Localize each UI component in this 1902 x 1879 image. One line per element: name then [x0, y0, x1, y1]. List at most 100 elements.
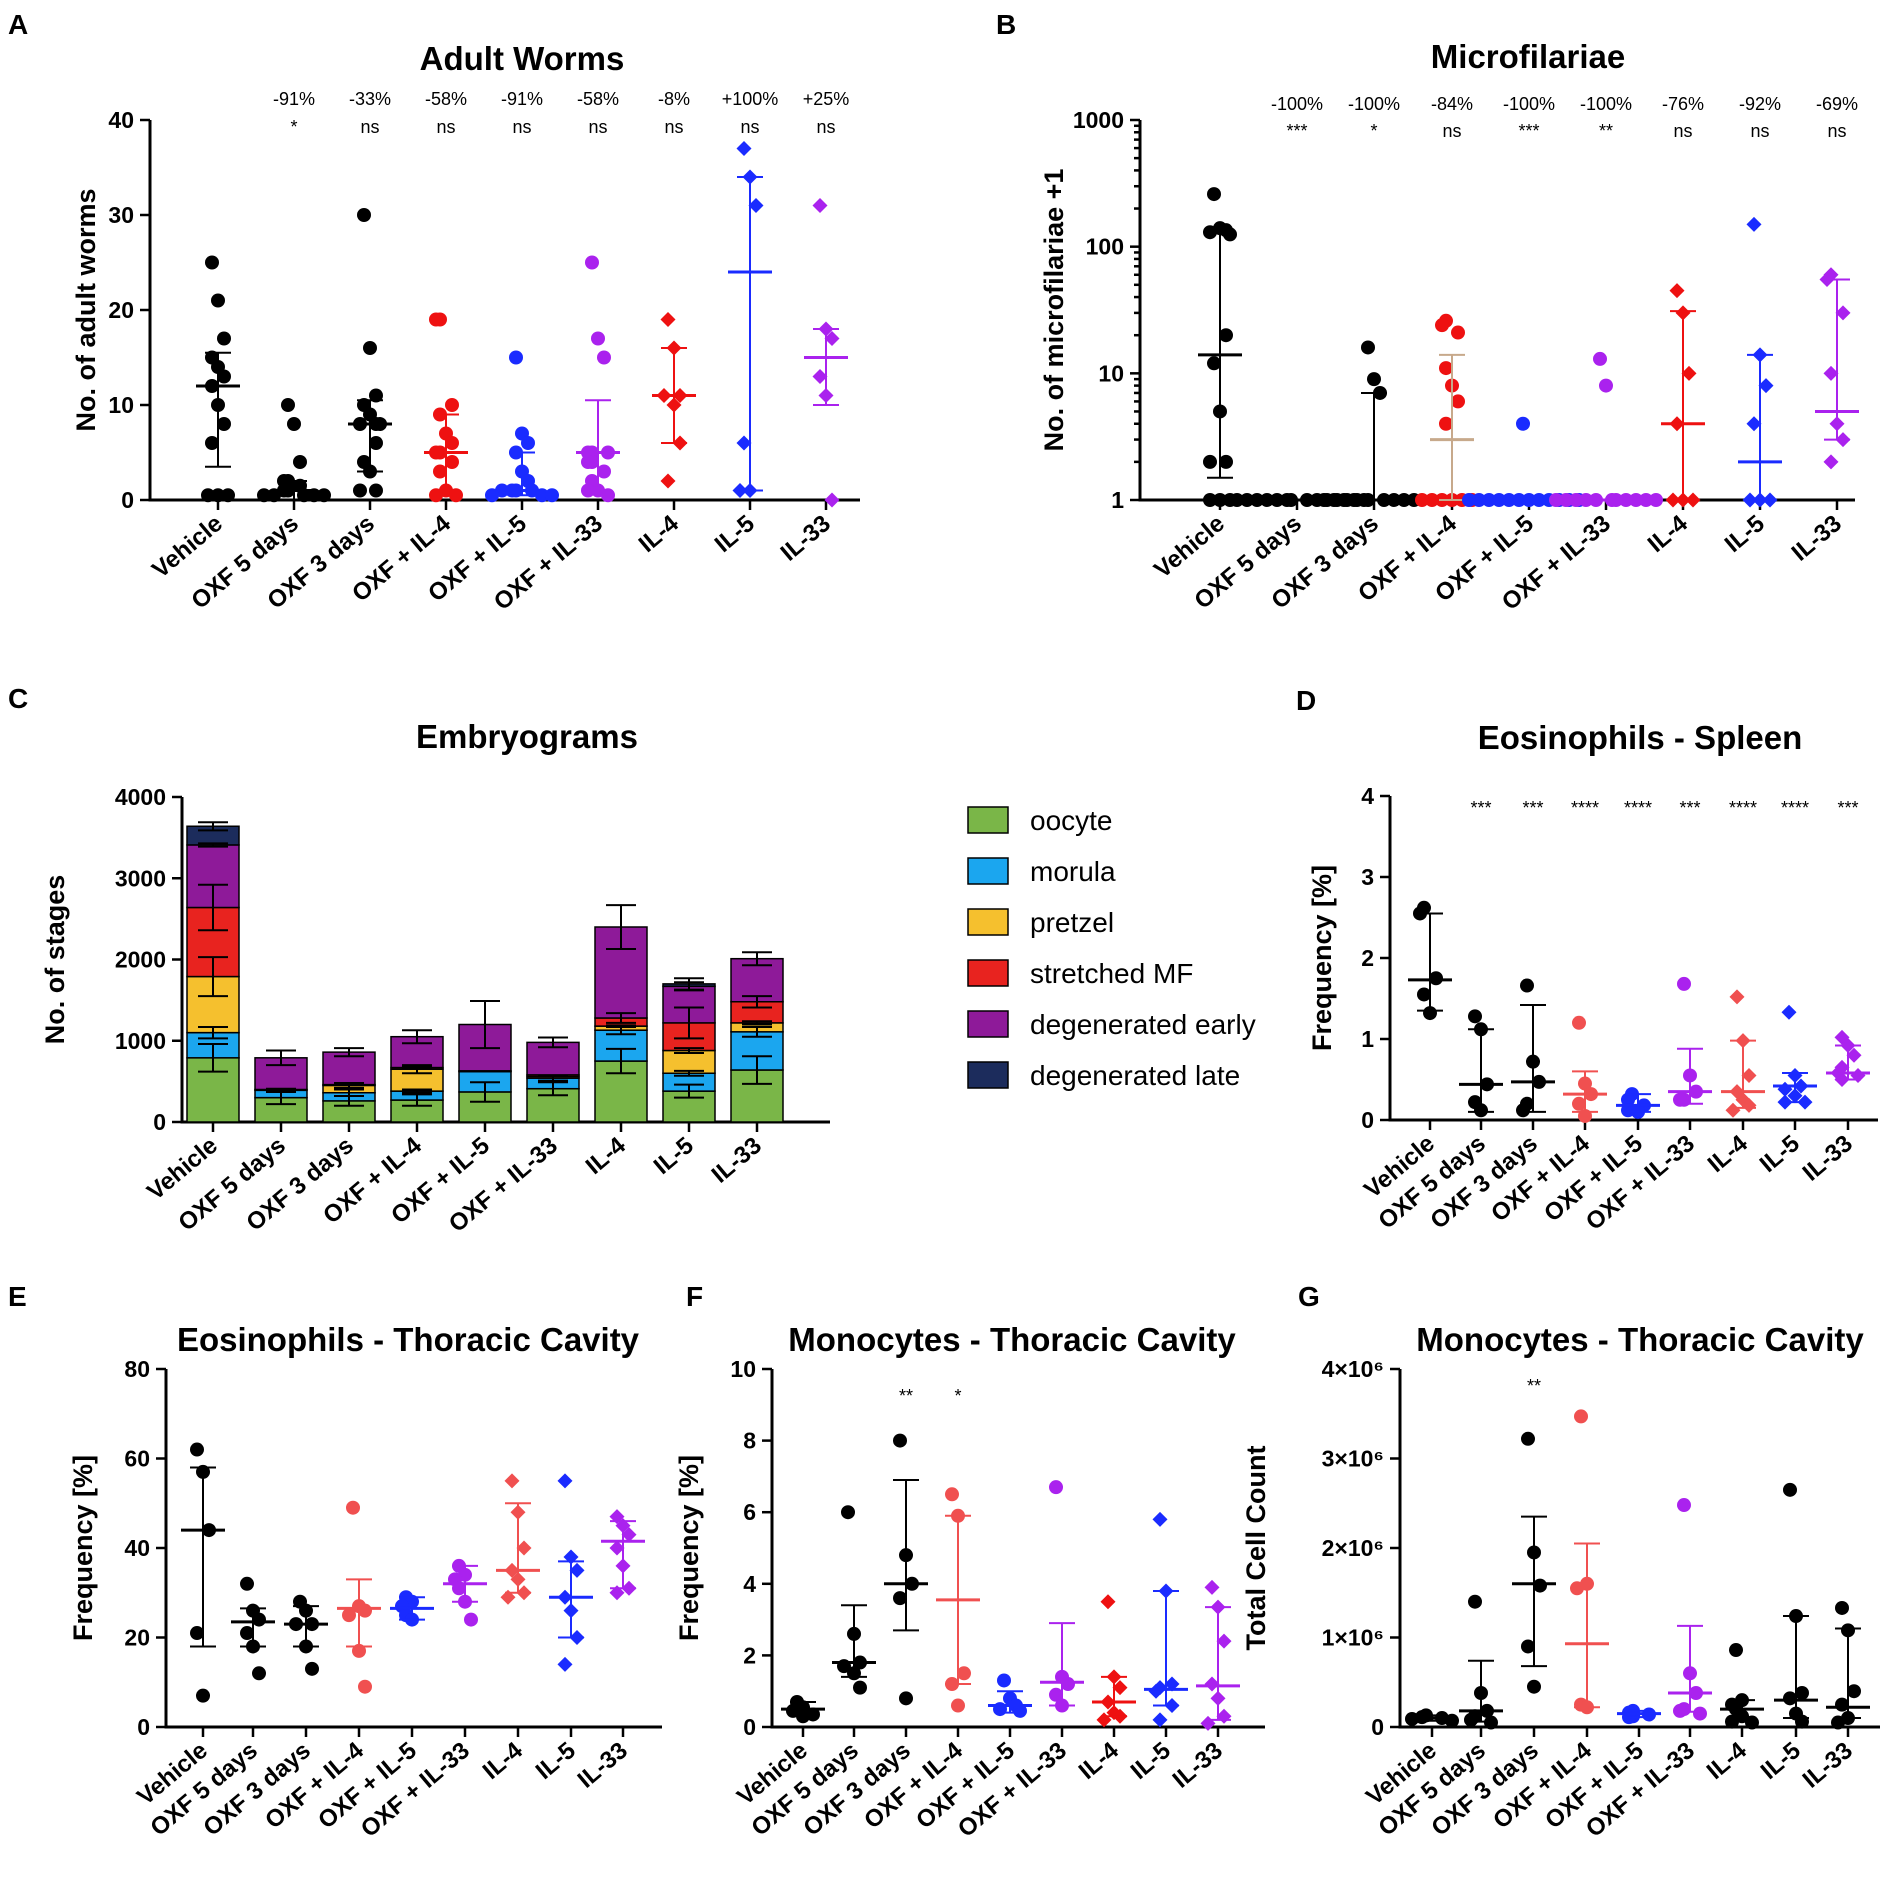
- panel-b-point-oxf-3-days: [1367, 372, 1381, 387]
- panel-b-point-vehicle: [1207, 356, 1221, 371]
- panel-a-point-il-5: [736, 141, 752, 156]
- panel-f-x-tick-label-il-4: IL-4: [1074, 1736, 1125, 1785]
- panel-e-point-oxf-5-days: [240, 1626, 254, 1641]
- panel-b-point-il-33: [1823, 454, 1839, 470]
- panel-d-annotation-significance: ***: [1470, 798, 1491, 818]
- panel-a-point-oxf-il-33: [581, 455, 595, 469]
- panel-b-point-oxf-il-5: [1462, 493, 1476, 507]
- panel-a-point-il-33: [812, 198, 828, 213]
- panel-d-point-oxf-3-days: [1520, 978, 1534, 993]
- panel-e-point-il-4: [516, 1540, 532, 1556]
- panel-a-point-oxf-3-days: [363, 341, 377, 355]
- panel-g-monocytes-count: G Monocytes - Thoracic Cavity 0 1×10⁶ 2×10⁶…: [1241, 1281, 1880, 1843]
- panel-b-point-il-33: [1823, 365, 1839, 381]
- panel-f-point-oxf-il-33: [1049, 1687, 1063, 1702]
- panel-g-point-il-5: [1783, 1482, 1797, 1497]
- panel-c-y-tick-label: 3000: [115, 865, 166, 891]
- panel-b-annotation-percent: -100%: [1348, 94, 1400, 114]
- panel-g-point-oxf-3-days: [1521, 1431, 1535, 1446]
- panel-a-x-tick-label-il-5: IL-5: [710, 510, 760, 558]
- panel-b-point-oxf-il-33: [1549, 493, 1563, 507]
- panel-b-title: Microfilariae: [1431, 38, 1625, 75]
- panel-a-point-vehicle: [211, 293, 225, 308]
- panel-a-point-oxf-il-5: [545, 488, 559, 503]
- panel-f-title: Monocytes - Thoracic Cavity: [788, 1321, 1236, 1358]
- panel-f-point-il-33: [1204, 1579, 1220, 1595]
- panel-label-c: C: [8, 683, 28, 714]
- legend-swatch-oocyte: [967, 806, 1009, 834]
- panel-b-annotation-percent: -100%: [1271, 94, 1323, 114]
- panel-f-annotation-significance: **: [899, 1386, 913, 1406]
- panel-a-point-vehicle: [211, 488, 225, 503]
- panel-b-point-oxf-il-33: [1559, 493, 1573, 507]
- panel-f-point-il-5: [1152, 1712, 1168, 1728]
- panel-a-point-oxf-il-5: [485, 488, 499, 503]
- panel-f-point-oxf-il-33: [1049, 1480, 1063, 1495]
- panel-b-point-oxf-3-days: [1361, 340, 1375, 355]
- panel-d-annotation-significance: ****: [1624, 798, 1652, 818]
- panel-a-point-vehicle: [205, 436, 219, 450]
- panel-b-point-oxf-il-4: [1439, 416, 1453, 431]
- panel-b-point-il-5: [1746, 416, 1762, 432]
- panel-a-point-oxf-3-days: [357, 208, 371, 222]
- panel-e-point-vehicle: [196, 1688, 210, 1703]
- panel-f-point-il-5: [1164, 1676, 1180, 1692]
- panel-g-x-tick-label-il-5: IL-5: [1756, 1737, 1806, 1785]
- panel-b-point-oxf-il-4: [1435, 318, 1449, 333]
- panel-f-point-oxf-il-4: [945, 1487, 959, 1502]
- panel-e-x-tick-label-il-5: IL-5: [531, 1737, 581, 1785]
- panel-a-annotation-significance: *: [290, 117, 297, 137]
- panel-b-annotation-percent: -92%: [1739, 94, 1781, 114]
- panel-b-annotation-percent: -76%: [1662, 94, 1704, 114]
- panel-a-point-oxf-il-4: [433, 464, 447, 479]
- panel-a-annotation-significance: ns: [816, 117, 835, 137]
- panel-a-annotation-percent: -91%: [501, 89, 543, 109]
- panel-b-point-oxf-il-5: [1492, 493, 1506, 507]
- panel-e-title: Eosinophils - Thoracic Cavity: [177, 1321, 640, 1358]
- panel-f-x-tick-label-il-5: IL-5: [1126, 1737, 1176, 1785]
- panel-a-y-tick-label: 20: [108, 297, 134, 323]
- panel-d-point-il-4: [1741, 1097, 1757, 1113]
- panel-label-g: G: [1298, 1281, 1320, 1312]
- panel-a-y-tick-label: 0: [121, 487, 134, 513]
- panel-b-point-oxf-il-33: [1593, 351, 1607, 366]
- panel-b-annotation-percent: -69%: [1816, 94, 1858, 114]
- panel-b-point-il-33: [1835, 305, 1851, 321]
- panel-b-point-oxf-3-days: [1337, 493, 1351, 507]
- panel-b-point-oxf-il-5: [1472, 493, 1486, 507]
- panel-a-y-tick-label: 30: [108, 202, 134, 228]
- panel-d-point-oxf-il-4: [1572, 1096, 1586, 1111]
- panel-c-y-tick-label: 2000: [115, 947, 166, 973]
- panel-b-point-oxf-il-5: [1482, 493, 1496, 507]
- panel-a-point-oxf-il-4: [445, 398, 459, 412]
- panel-label-b: B: [996, 9, 1016, 40]
- panel-f-point-oxf-il-4: [951, 1698, 965, 1713]
- panel-c-y-tick-label: 0: [153, 1109, 166, 1135]
- panel-f-point-oxf-5-days: [853, 1680, 867, 1695]
- panel-d-point-il-33: [1846, 1047, 1862, 1063]
- panel-d-point-vehicle: [1423, 1006, 1437, 1021]
- panel-g-point-oxf-3-days: [1533, 1578, 1547, 1593]
- panel-g-y-axis-label: Total Cell Count: [1241, 1446, 1271, 1651]
- panel-f-x-tick-label-il-33: IL-33: [1168, 1737, 1228, 1794]
- panel-d-y-tick-label: 4: [1361, 783, 1374, 809]
- panel-b-point-vehicle: [1219, 328, 1233, 343]
- panel-b-point-il-4: [1681, 365, 1697, 381]
- panel-d-y-axis-label: Frequency [%]: [1307, 865, 1337, 1051]
- panel-b-point-oxf-il-5: [1516, 416, 1530, 431]
- panel-b-microfilariae: B Microfilariae 1 10 100 1000 No. of microfil…: [996, 9, 1859, 616]
- panel-a-point-oxf-il-5: [521, 436, 535, 450]
- panel-a-annotation-significance: ns: [664, 117, 683, 137]
- panel-e-point-oxf-3-days: [305, 1661, 319, 1676]
- legend-label-degenerated-late: degenerated late: [1030, 1060, 1240, 1091]
- panel-a-annotation-significance: ns: [512, 117, 531, 137]
- panel-g-point-oxf-il-4: [1574, 1409, 1588, 1424]
- panel-b-y-tick-label: 1000: [1073, 107, 1124, 133]
- panel-b-point-oxf-il-4: [1415, 493, 1429, 507]
- panel-g-point-il-33: [1835, 1600, 1849, 1615]
- panel-a-point-oxf-5-days: [317, 488, 331, 503]
- panel-a-point-il-4: [660, 473, 676, 489]
- panel-a-title: Adult Worms: [420, 40, 625, 77]
- legend-swatch-pretzel: [967, 908, 1009, 936]
